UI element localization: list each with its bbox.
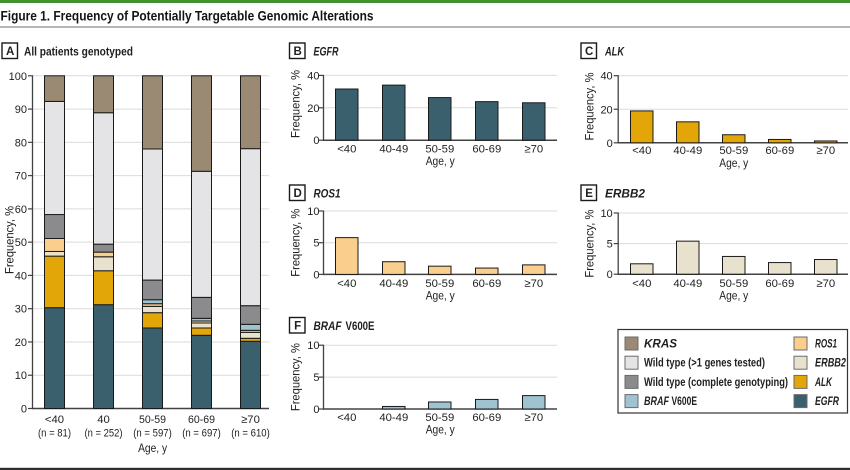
svg-text:<40: <40: [45, 414, 64, 426]
svg-text:ERBB2: ERBB2: [605, 186, 645, 200]
svg-text:5: 5: [313, 238, 319, 250]
svg-text:D: D: [293, 188, 301, 200]
svg-text:Age, y: Age, y: [426, 289, 455, 303]
svg-text:Frequency, %: Frequency, %: [291, 343, 303, 411]
svg-text:≥70: ≥70: [524, 278, 543, 290]
svg-text:≥70: ≥70: [524, 144, 543, 156]
svg-text:Age, y: Age, y: [426, 423, 455, 437]
svg-text:60-69: 60-69: [188, 414, 215, 426]
svg-text:EGFR: EGFR: [815, 394, 839, 408]
svg-text:ALK: ALK: [604, 44, 625, 58]
svg-text:E: E: [585, 188, 593, 200]
svg-text:40: 40: [600, 71, 612, 83]
svg-text:≥70: ≥70: [524, 412, 543, 424]
svg-text:60-69: 60-69: [765, 145, 794, 157]
svg-text:50-59: 50-59: [425, 412, 454, 424]
svg-text:<40: <40: [632, 145, 651, 157]
svg-text:5: 5: [313, 372, 319, 384]
svg-text:BRAF: BRAF: [314, 319, 342, 333]
svg-text:≥70: ≥70: [241, 414, 260, 426]
svg-text:Wild type (complete genotyping: Wild type (complete genotyping): [644, 375, 788, 389]
svg-text:50-59: 50-59: [139, 414, 166, 426]
svg-text:0: 0: [607, 269, 613, 281]
svg-text:≥70: ≥70: [816, 145, 835, 157]
svg-text:40-49: 40-49: [379, 412, 408, 424]
svg-text:(n = 610): (n = 610): [231, 427, 270, 439]
svg-text:Age, y: Age, y: [719, 289, 748, 303]
svg-text:ROS1: ROS1: [314, 186, 341, 200]
svg-text:ALK: ALK: [814, 375, 833, 389]
svg-text:KRAS: KRAS: [644, 337, 677, 351]
svg-text:60-69: 60-69: [472, 278, 501, 290]
svg-text:Wild type (>1 genes tested): Wild type (>1 genes tested): [644, 356, 765, 370]
svg-text:10: 10: [15, 370, 27, 382]
svg-text:EGFR: EGFR: [314, 44, 339, 58]
svg-text:V600E: V600E: [346, 319, 375, 333]
svg-text:100: 100: [9, 71, 27, 83]
svg-text:Frequency, %: Frequency, %: [291, 70, 303, 138]
svg-text:Age, y: Age, y: [138, 441, 167, 455]
svg-text:F: F: [294, 320, 301, 332]
svg-text:Frequency, %: Frequency, %: [291, 209, 303, 277]
svg-text:A: A: [6, 46, 14, 58]
svg-text:C: C: [585, 46, 593, 58]
svg-text:Frequency, %: Frequency, %: [5, 206, 17, 274]
svg-text:0: 0: [607, 138, 613, 150]
svg-text:60-69: 60-69: [472, 412, 501, 424]
svg-text:50: 50: [15, 237, 27, 249]
svg-text:<40: <40: [632, 278, 651, 290]
svg-text:40: 40: [307, 70, 319, 82]
svg-text:Figure 1. Frequency of Potenti: Figure 1. Frequency of Potentially Targe…: [1, 9, 374, 24]
svg-text:All patients genotyped: All patients genotyped: [24, 44, 133, 58]
svg-text:60-69: 60-69: [765, 278, 794, 290]
svg-text:50-59: 50-59: [425, 278, 454, 290]
svg-text:40: 40: [15, 270, 27, 282]
svg-text:40-49: 40-49: [673, 145, 702, 157]
svg-text:0: 0: [21, 404, 27, 416]
svg-text:30: 30: [15, 304, 27, 316]
svg-text:60: 60: [15, 204, 27, 216]
svg-text:40-49: 40-49: [379, 144, 408, 156]
svg-text:(n = 697): (n = 697): [182, 427, 221, 439]
svg-text:40-49: 40-49: [379, 278, 408, 290]
svg-text:70: 70: [15, 171, 27, 183]
svg-text:0: 0: [313, 404, 319, 416]
svg-text:20: 20: [307, 103, 319, 115]
svg-text:Frequency, %: Frequency, %: [585, 210, 597, 278]
svg-text:10: 10: [307, 206, 319, 218]
svg-text:60-69: 60-69: [472, 144, 501, 156]
svg-text:Frequency, %: Frequency, %: [585, 73, 597, 141]
svg-text:V600E: V600E: [672, 394, 698, 408]
svg-text:Age, y: Age, y: [719, 156, 748, 170]
svg-text:40: 40: [97, 414, 110, 426]
svg-text:50-59: 50-59: [719, 145, 748, 157]
svg-text:BRAF: BRAF: [644, 394, 670, 408]
svg-text:20: 20: [15, 337, 27, 349]
svg-text:≥70: ≥70: [816, 278, 835, 290]
svg-text:5: 5: [607, 239, 613, 251]
svg-text:20: 20: [600, 104, 612, 116]
svg-text:0: 0: [313, 269, 319, 281]
svg-text:50-59: 50-59: [425, 144, 454, 156]
svg-text:40-49: 40-49: [673, 278, 702, 290]
svg-text:10: 10: [600, 208, 612, 220]
svg-text:90: 90: [15, 104, 27, 116]
svg-text:ERBB2: ERBB2: [815, 356, 846, 370]
svg-text:0: 0: [313, 135, 319, 147]
svg-text:Age, y: Age, y: [426, 154, 455, 168]
svg-text:ROS1: ROS1: [815, 337, 837, 351]
svg-text:50-59: 50-59: [719, 278, 748, 290]
svg-text:80: 80: [15, 137, 27, 149]
svg-text:(n = 81): (n = 81): [38, 427, 71, 439]
svg-text:<40: <40: [337, 144, 356, 156]
svg-text:<40: <40: [337, 412, 356, 424]
svg-text:B: B: [293, 46, 301, 58]
svg-text:(n = 597): (n = 597): [133, 427, 172, 439]
svg-text:(n = 252): (n = 252): [85, 427, 123, 439]
svg-text:<40: <40: [337, 278, 356, 290]
svg-text:10: 10: [307, 340, 319, 352]
